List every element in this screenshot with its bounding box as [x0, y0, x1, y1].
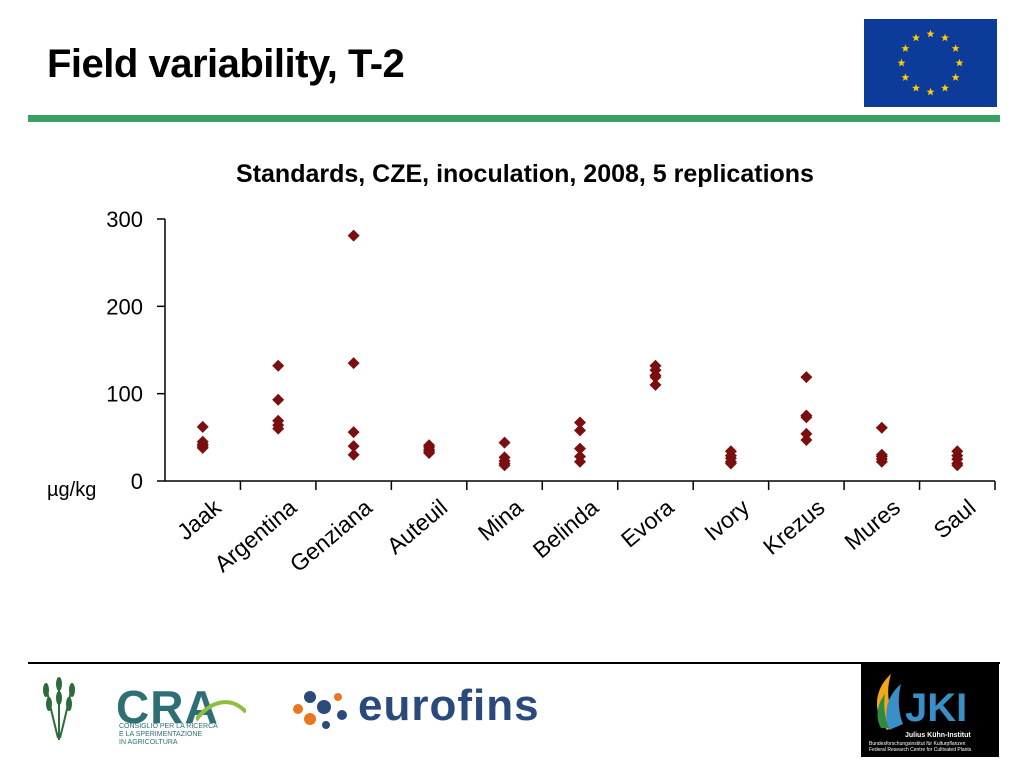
data-point [951, 459, 964, 472]
jki-logo-name: JKI [905, 686, 968, 730]
jki-full-name: Julius Kühn-Institut [905, 732, 971, 739]
x-tick-label: Mina [473, 494, 528, 546]
x-tick-label: Argentina [209, 494, 301, 577]
data-point [347, 229, 360, 242]
x-tick-label: Genziana [285, 494, 377, 577]
x-tick-label: Auteuil [382, 494, 453, 559]
eu-star-icon [955, 58, 964, 67]
eu-star-icon [901, 73, 910, 81]
data-point [800, 411, 813, 424]
data-point [272, 393, 285, 406]
eu-star-icon [951, 44, 960, 52]
eu-star-icon [912, 83, 920, 92]
y-tick-label: 100 [106, 382, 143, 407]
x-tick-label: Saul [929, 494, 981, 544]
y-tick-label: 300 [106, 207, 143, 232]
cra-logo-subtitle: CONSIGLIO PER LA RICERCA E LA SPERIMENTA… [119, 723, 218, 746]
data-point [574, 455, 586, 468]
cra-logo-name: CRA [116, 681, 219, 733]
data-point [724, 457, 737, 470]
data-point [800, 371, 813, 384]
cra-swoosh-icon [196, 700, 246, 722]
jki-subtitle: Bundesforschungsinstitut für Kulturpflan… [869, 741, 972, 753]
eu-star-icon [941, 83, 949, 92]
y-tick-label: 200 [106, 294, 143, 319]
data-point [423, 447, 436, 460]
data-point [649, 371, 662, 384]
data-point [347, 426, 360, 439]
eurofins-logo: eurofins [288, 681, 568, 733]
eu-star-icon [912, 33, 920, 42]
data-point [272, 359, 285, 372]
data-point [800, 427, 813, 440]
chart-title: Standards, CZE, inoculation, 2008, 5 rep… [236, 160, 814, 188]
eurofins-dots-icon [293, 691, 347, 729]
x-tick-label: Ivory [699, 494, 754, 546]
data-point [498, 459, 511, 472]
header-divider [28, 115, 1000, 122]
jki-logo: JKI Julius Kühn-Institut Bundesforschung… [861, 664, 999, 757]
jki-leaf-icon [876, 674, 903, 730]
data-point [574, 442, 586, 455]
data-point [800, 433, 813, 446]
x-tick-label: Jaak [172, 494, 226, 545]
data-point [347, 448, 360, 461]
eu-star-icon [897, 58, 906, 67]
eurofins-logo-name: eurofins [358, 681, 540, 730]
x-tick-label: Mures [839, 494, 905, 555]
data-point [574, 424, 586, 437]
eu-star-icon [901, 44, 910, 52]
eu-star-icon [926, 87, 935, 96]
x-tick-label: Belinda [528, 494, 604, 563]
data-point [272, 422, 285, 435]
data-point [875, 455, 888, 468]
eu-star-icon [926, 29, 935, 38]
eu-flag-icon [864, 19, 997, 107]
data-point [196, 441, 209, 454]
footer-divider [28, 662, 1000, 664]
y-tick-label: 0 [131, 469, 143, 494]
eu-star-icon [941, 33, 949, 42]
data-point [196, 420, 209, 433]
data-point [875, 421, 888, 434]
y-axis-label: µg/kg [47, 479, 96, 501]
data-point [347, 357, 360, 370]
x-tick-label: Evora [616, 494, 679, 553]
wheat-logo-icon [36, 672, 82, 747]
data-point [574, 416, 586, 429]
data-point [498, 436, 511, 449]
data-point [347, 440, 360, 453]
eu-star-icon [951, 73, 960, 81]
slide-title: Field variability, T-2 [47, 42, 405, 86]
x-tick-label: Krezus [758, 494, 830, 560]
data-point [649, 378, 662, 391]
